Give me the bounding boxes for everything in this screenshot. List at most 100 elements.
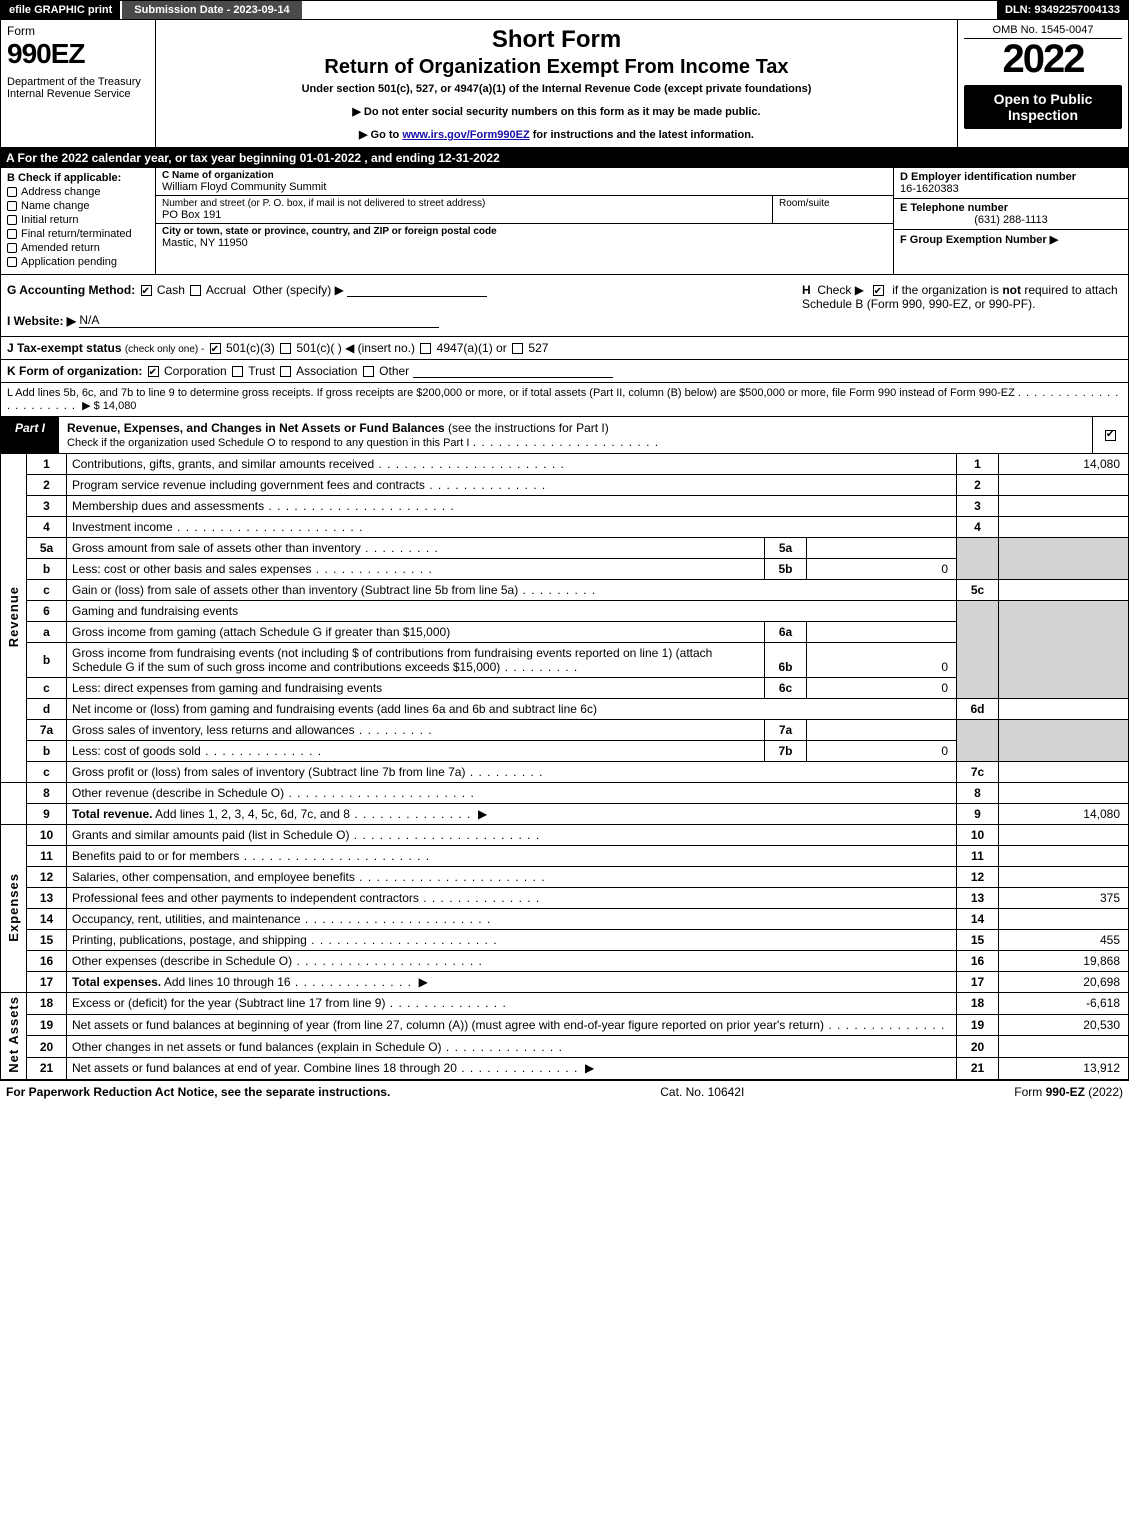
other-specify-field[interactable] — [347, 296, 487, 297]
check-initial-return[interactable]: Initial return — [7, 214, 149, 226]
section-k-form-org: K Form of organization: Corporation Trus… — [0, 360, 1129, 383]
dots-icon — [457, 1061, 578, 1075]
opt-trust: Trust — [248, 364, 275, 378]
check-other-org[interactable] — [363, 366, 374, 377]
line-subval: 0 — [807, 741, 957, 762]
dots-icon — [349, 828, 540, 842]
line-num: 7a — [27, 720, 67, 741]
line-num: 21 — [27, 1058, 67, 1080]
line-desc: Printing, publications, postage, and shi… — [67, 930, 957, 951]
line-1: Revenue 1 Contributions, gifts, grants, … — [1, 454, 1129, 475]
line-desc: Professional fees and other payments to … — [67, 888, 957, 909]
check-association[interactable] — [280, 366, 291, 377]
check-501c3[interactable] — [210, 343, 221, 354]
check-final-return[interactable]: Final return/terminated — [7, 228, 149, 240]
dots-icon — [292, 954, 483, 968]
grey-cell — [999, 720, 1129, 762]
line-rval: 455 — [999, 930, 1129, 951]
line-desc: Grants and similar amounts paid (list in… — [67, 825, 957, 846]
dots-icon — [201, 744, 322, 758]
efile-print-label[interactable]: efile GRAPHIC print — [1, 1, 120, 19]
line-num: 12 — [27, 867, 67, 888]
check-527[interactable] — [512, 343, 523, 354]
line-desc: Other changes in net assets or fund bala… — [67, 1036, 957, 1058]
line-desc: Less: cost or other basis and sales expe… — [67, 559, 765, 580]
line-8: 8 Other revenue (describe in Schedule O)… — [1, 783, 1129, 804]
header-right-block: OMB No. 1545-0047 2022 Open to Public In… — [958, 20, 1128, 147]
line-desc: Membership dues and assessments — [67, 496, 957, 517]
website-value: N/A — [79, 313, 99, 327]
check-schedule-o[interactable] — [1105, 430, 1116, 441]
part1-check-text: Check if the organization used Schedule … — [67, 437, 469, 449]
line-18: Net Assets 18 Excess or (deficit) for th… — [1, 993, 1129, 1015]
e-phone-row: E Telephone number (631) 288-1113 — [894, 199, 1128, 230]
line-rval — [999, 825, 1129, 846]
check-4947[interactable] — [420, 343, 431, 354]
other-org-field[interactable] — [413, 377, 613, 378]
dots-icon — [291, 975, 412, 989]
line-desc: Other revenue (describe in Schedule O) — [67, 783, 957, 804]
room-label: Room/suite — [779, 198, 887, 209]
city-row: City or town, state or province, country… — [156, 224, 893, 251]
line-rnum: 7c — [957, 762, 999, 783]
line-num: 8 — [27, 783, 67, 804]
other-label: Other (specify) ▶ — [253, 283, 344, 297]
line-desc: Salaries, other compensation, and employ… — [67, 867, 957, 888]
dept-treasury: Department of the Treasury — [7, 76, 149, 88]
street-value: PO Box 191 — [162, 209, 766, 221]
col-c-org-info: C Name of organization William Floyd Com… — [156, 168, 893, 274]
line-num: 13 — [27, 888, 67, 909]
dots-icon — [473, 435, 659, 449]
check-label: Initial return — [21, 214, 78, 226]
check-address-change[interactable]: Address change — [7, 186, 149, 198]
line-num: 1 — [27, 454, 67, 475]
checkbox-icon — [7, 229, 17, 239]
website-field[interactable]: N/A — [79, 313, 439, 328]
opt-501c3: 501(c)(3) — [226, 341, 275, 355]
check-label: Address change — [21, 186, 101, 198]
line-subval — [807, 720, 957, 741]
line-11: 11 Benefits paid to or for members 11 — [1, 846, 1129, 867]
line-7c: c Gross profit or (loss) from sales of i… — [1, 762, 1129, 783]
line-rnum: 8 — [957, 783, 999, 804]
f-group-row: F Group Exemption Number ▶ — [894, 230, 1128, 249]
check-trust[interactable] — [232, 366, 243, 377]
line-rval: 13,912 — [999, 1058, 1129, 1080]
line-rval — [999, 580, 1129, 601]
check-name-change[interactable]: Name change — [7, 200, 149, 212]
line-num: a — [27, 622, 67, 643]
check-application-pending[interactable]: Application pending — [7, 256, 149, 268]
line-4: 4 Investment income 4 — [1, 517, 1129, 538]
line-rval — [999, 1036, 1129, 1058]
line-subnum: 7a — [765, 720, 807, 741]
city-label: City or town, state or province, country… — [162, 226, 887, 237]
check-amended-return[interactable]: Amended return — [7, 242, 149, 254]
dots-icon — [264, 499, 455, 513]
line-5a: 5a Gross amount from sale of assets othe… — [1, 538, 1129, 559]
check-accrual[interactable] — [190, 285, 201, 296]
check-corporation[interactable] — [148, 366, 159, 377]
checkbox-icon — [7, 257, 17, 267]
form-word: Form — [7, 24, 149, 38]
grey-cell — [957, 601, 999, 699]
line-2: 2 Program service revenue including gove… — [1, 475, 1129, 496]
line-rval: 19,868 — [999, 951, 1129, 972]
form-post: (2022) — [1085, 1085, 1123, 1099]
check-label: Name change — [21, 200, 90, 212]
line-rval — [999, 762, 1129, 783]
line-rnum: 16 — [957, 951, 999, 972]
line-rnum: 1 — [957, 454, 999, 475]
expenses-vert-label: Expenses — [1, 825, 27, 993]
irs-link[interactable]: www.irs.gov/Form990EZ — [402, 129, 529, 141]
col-b-checkboxes: B Check if applicable: Address change Na… — [1, 168, 156, 274]
part1-title: Revenue, Expenses, and Changes in Net As… — [67, 421, 445, 435]
check-cash[interactable] — [141, 285, 152, 296]
part1-check-cell — [1092, 417, 1128, 453]
line-rval — [999, 909, 1129, 930]
part1-header: Part I Revenue, Expenses, and Changes in… — [0, 417, 1129, 454]
line-desc: Net assets or fund balances at end of ye… — [67, 1058, 957, 1080]
line-num: d — [27, 699, 67, 720]
line-num: 17 — [27, 972, 67, 993]
check-schedule-b[interactable] — [873, 285, 884, 296]
check-501c[interactable] — [280, 343, 291, 354]
